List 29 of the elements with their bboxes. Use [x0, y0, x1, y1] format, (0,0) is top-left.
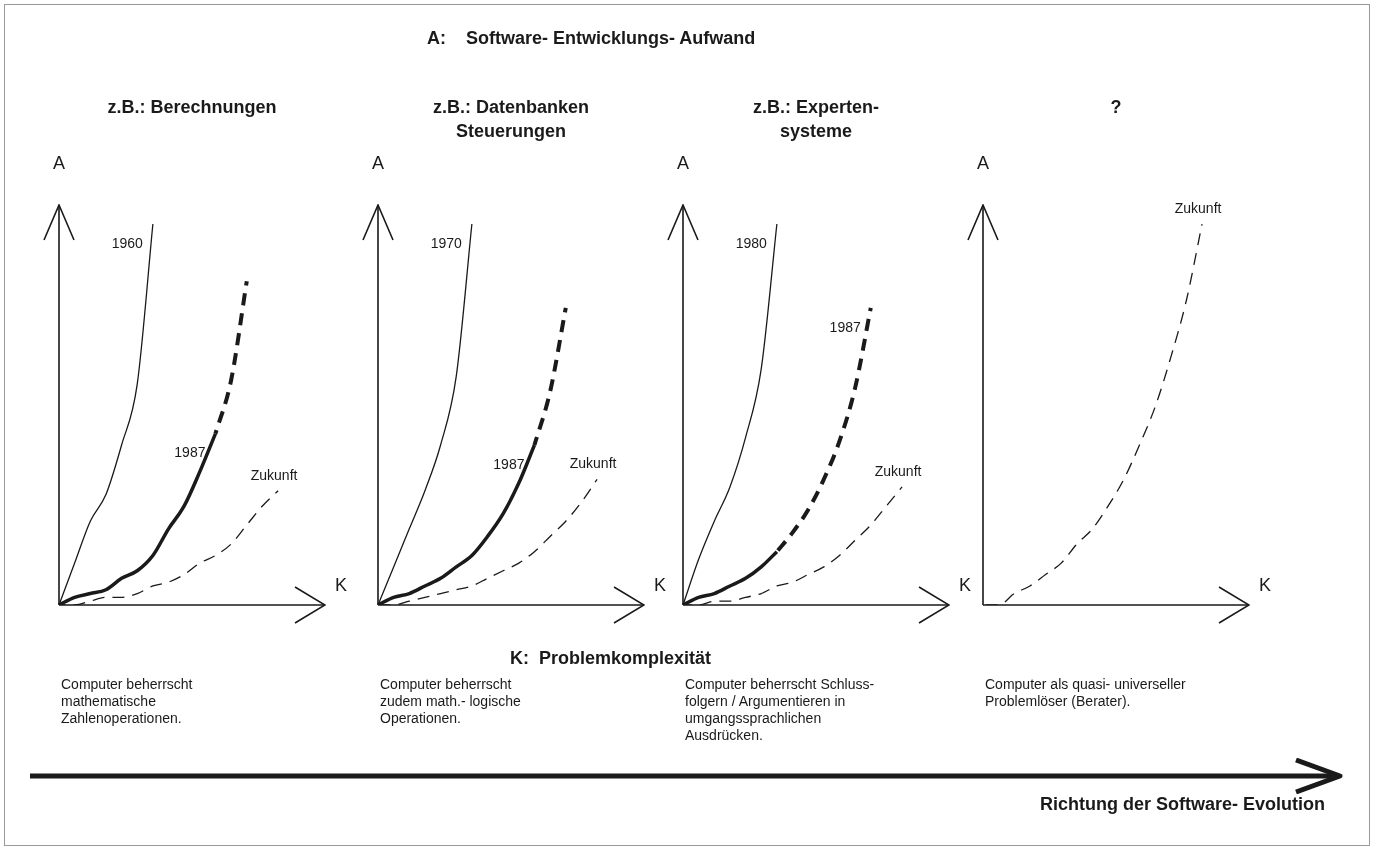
series-label: 1987: [829, 318, 861, 335]
series-label: 1987: [174, 444, 206, 461]
text: Computer als quasi- universeller Problemlöser (Berater).: [985, 676, 1186, 710]
y-axis-title: A: [371, 152, 385, 173]
y-axis-title: A: [676, 152, 690, 173]
text: A: Software- Entwicklungs- Aufwand: [427, 28, 756, 49]
series-label: Zukunft: [1174, 199, 1222, 216]
chart-title: z.B.: Datenbanken Steuerungen: [432, 96, 590, 143]
chart-title: z.B.: Experten- systeme: [752, 96, 880, 143]
text: Computer beherrscht zudem math.- logische Operationen.: [380, 676, 521, 727]
series-label: Zukunft: [569, 455, 617, 472]
series-label: 1970: [430, 234, 463, 251]
y-axis-title: A: [52, 152, 66, 173]
text: Computer beherrscht Schluss- folgern / Argumentieren in umgangssprachlichen Ausdrücken.: [685, 676, 875, 744]
x-axis-title: K: [654, 574, 667, 595]
chart-title: ?: [1109, 96, 1123, 119]
x-axis-title: K: [1259, 574, 1272, 595]
x-axis-title: K: [335, 574, 348, 595]
y-axis-title: A: [976, 152, 990, 173]
series-label: Zukunft: [250, 466, 298, 483]
chart-title: z.B.: Berechnungen: [106, 96, 278, 119]
text: Richtung der Software- Evolution: [1040, 794, 1326, 815]
text: Computer beherrscht mathematische Zahlenoperationen.: [61, 676, 193, 727]
series-label: 1980: [735, 234, 768, 251]
series-label: 1960: [111, 234, 144, 251]
x-axis-title: K: [959, 574, 972, 595]
series-label: Zukunft: [874, 462, 922, 479]
series-label: 1987: [493, 455, 525, 472]
text: K: Problemkomplexität: [510, 648, 712, 669]
